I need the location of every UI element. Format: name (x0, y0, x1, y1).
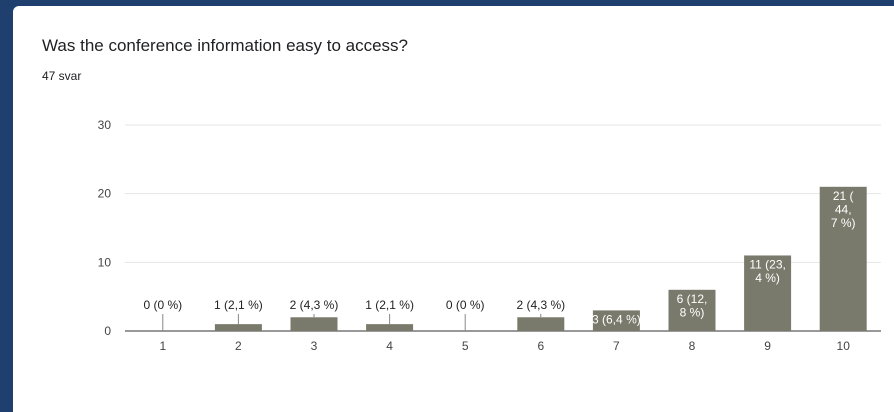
x-tick-label: 6 (537, 339, 544, 353)
data-label: 21 (44, 7 %) (831, 189, 856, 230)
data-label: 1 (2,1 %) (214, 298, 263, 312)
y-tick-label: 0 (104, 324, 111, 338)
bar (592, 310, 640, 331)
y-tick-label: 10 (98, 255, 112, 269)
bar (517, 317, 565, 331)
bar-chart: 0 (0 %) 1 (2,1 %) 2 (4,3 %) 1 (2,1 %) 0 (0 %… (98, 118, 881, 353)
bar (744, 255, 792, 331)
bar (668, 289, 716, 331)
question-card: Was the conference information easy to a… (13, 6, 894, 412)
data-label: 0 (0 %) (143, 298, 182, 312)
x-tick-label: 8 (689, 339, 696, 353)
bar (366, 324, 414, 331)
x-tick-label: 1 (159, 339, 166, 353)
data-labels: 0 (0 %) 1 (2,1 %) 2 (4,3 %) 1 (2,1 %) 0 (0 %… (143, 189, 856, 331)
x-tick-label: 7 (613, 339, 620, 353)
data-label: 3 (6,4 %) (592, 312, 641, 326)
bar (819, 186, 867, 331)
bar (290, 317, 338, 331)
x-tick-label: 2 (235, 339, 242, 353)
data-label: 2 (4,3 %) (290, 298, 339, 312)
data-label: 0 (0 %) (446, 298, 485, 312)
y-tick-label: 30 (98, 118, 112, 132)
x-tick-label: 3 (311, 339, 318, 353)
y-tick-label: 20 (98, 187, 112, 201)
data-label: 1 (2,1 %) (365, 298, 414, 312)
response-count: 47 svar (42, 69, 82, 83)
x-tick-label: 4 (386, 339, 393, 353)
bars (214, 186, 867, 331)
question-title: Was the conference information easy to a… (42, 36, 408, 55)
data-label: 2 (4,3 %) (516, 298, 565, 312)
bar (214, 324, 262, 331)
x-tick-label: 9 (764, 339, 771, 353)
data-label: 11 (23, 4 %) (749, 257, 785, 285)
x-tick-label: 5 (462, 339, 469, 353)
data-label: 6 (12, 8 %) (677, 292, 708, 320)
axis-ticks: 0 10 20 30 1 2 3 4 5 6 7 8 9 10 (98, 118, 851, 353)
x-tick-label: 10 (837, 339, 851, 353)
